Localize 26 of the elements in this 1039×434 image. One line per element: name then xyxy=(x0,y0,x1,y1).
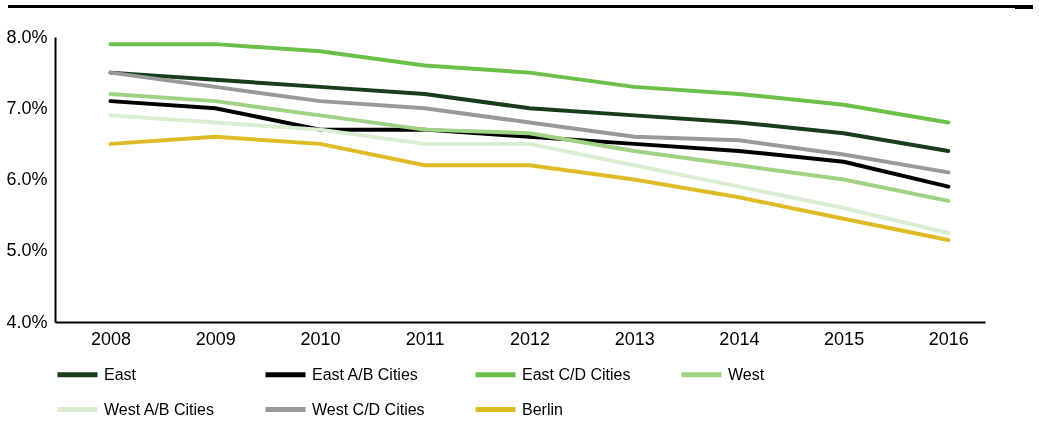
x-tick-label: 2012 xyxy=(509,328,550,349)
line-series xyxy=(108,134,951,243)
legend-label: East xyxy=(104,365,137,383)
x-tick-label: 2016 xyxy=(928,328,969,349)
legend-label: East C/D Cities xyxy=(522,365,631,383)
line-series xyxy=(108,70,951,175)
x-tick-label: 2011 xyxy=(405,328,445,349)
x-tick-label: 2010 xyxy=(300,328,341,349)
line-series xyxy=(108,113,951,235)
legend-label: West C/D Cities xyxy=(312,400,425,418)
line-series xyxy=(108,42,951,125)
line-series xyxy=(108,92,951,203)
x-tick-label: 2013 xyxy=(614,328,655,349)
y-tick-label: 5.0% xyxy=(6,240,48,261)
legend-label: Berlin xyxy=(522,400,563,418)
legend-label: West A/B Cities xyxy=(104,400,214,418)
x-tick-label: 2008 xyxy=(90,328,132,349)
x-tick-label: 2009 xyxy=(195,328,236,349)
x-tick-label: 2015 xyxy=(824,328,865,349)
y-tick-label: 8.0% xyxy=(6,26,48,47)
y-tick-label: 6.0% xyxy=(6,169,48,189)
y-tick-label: 7.0% xyxy=(6,97,48,118)
y-tick-label: 4.0% xyxy=(6,311,48,332)
legend-label: East A/B Cities xyxy=(312,365,418,383)
x-tick-label: 2014 xyxy=(719,328,760,349)
legend-label: West xyxy=(728,365,765,383)
